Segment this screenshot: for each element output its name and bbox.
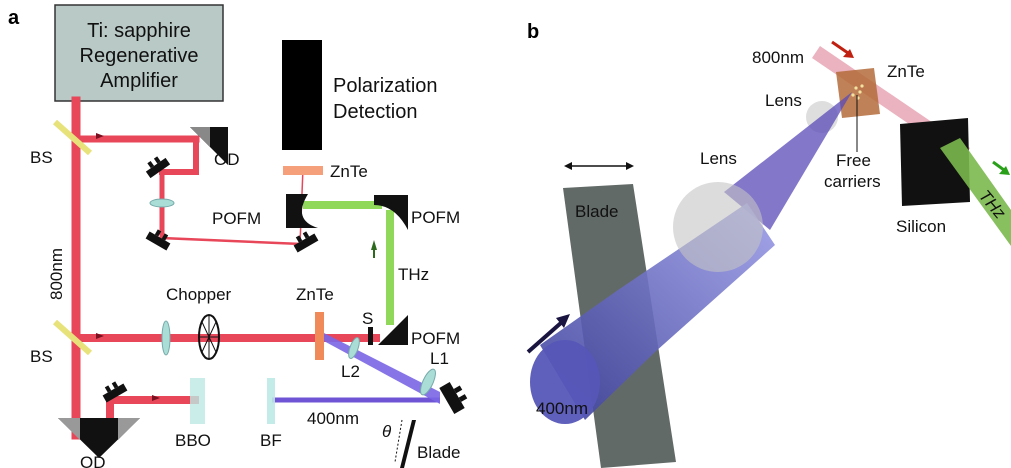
bf-label: BF bbox=[260, 431, 282, 450]
pofm-bottom-label: POFM bbox=[411, 329, 460, 348]
beam-800nm-b-label: 800nm bbox=[752, 48, 804, 67]
chopper-label: Chopper bbox=[166, 285, 232, 304]
od-bottom-label: OD bbox=[80, 453, 106, 468]
l2-label: L2 bbox=[341, 362, 360, 381]
free-carriers-label-1: Free bbox=[836, 151, 871, 170]
pofm-bottom bbox=[378, 315, 408, 345]
znte-mid-crystal bbox=[315, 312, 324, 360]
silicon-b bbox=[900, 118, 970, 206]
thz-label: THz bbox=[398, 265, 429, 284]
focus-cone bbox=[724, 92, 852, 230]
mirror-mount-2 bbox=[145, 229, 171, 251]
blade-b-label: Blade bbox=[575, 202, 618, 221]
mirror-mount-5 bbox=[439, 382, 468, 414]
silicon-b-label: Silicon bbox=[896, 217, 946, 236]
s-label: S bbox=[362, 309, 373, 328]
pofm-left bbox=[286, 194, 318, 228]
znte-b bbox=[836, 68, 880, 118]
panel-a-letter: a bbox=[8, 7, 20, 29]
beam-400nm-b-label: 400nm bbox=[536, 399, 588, 418]
bs-top-label: BS bbox=[30, 148, 53, 167]
bbo-label: BBO bbox=[175, 431, 211, 450]
panel-a: a Ti: sapphire Regenerative Amplifier bbox=[8, 4, 468, 468]
thz-beam bbox=[303, 201, 394, 325]
laser-label-3: Amplifier bbox=[100, 70, 178, 92]
znte-b-label: ZnTe bbox=[887, 62, 925, 81]
polarization-detector bbox=[282, 40, 322, 150]
blade-a bbox=[400, 420, 416, 468]
pofm-right-label: POFM bbox=[411, 208, 460, 227]
mirror-mount-4 bbox=[102, 381, 128, 403]
silicon-s bbox=[368, 327, 373, 345]
l1-label: L1 bbox=[430, 349, 449, 368]
red-arrow-b bbox=[831, 40, 849, 55]
bbo-crystal bbox=[190, 378, 205, 424]
laser-label-2: Regenerative bbox=[80, 45, 199, 67]
pofm-left-label: POFM bbox=[212, 209, 261, 228]
lens-small-label: Lens bbox=[765, 91, 802, 110]
beam-splitter-bottom bbox=[53, 319, 92, 356]
detector-label-2: Detection bbox=[333, 101, 418, 123]
od-top-label: OD bbox=[214, 150, 240, 169]
mirror-mount-3 bbox=[293, 231, 319, 253]
panel-b: b 800nm ZnTe Free carriers Silicon THz L… bbox=[526, 21, 1011, 468]
laser-label-1: Ti: sapphire bbox=[87, 20, 191, 42]
lens-l2 bbox=[348, 337, 360, 359]
bf-filter bbox=[267, 378, 275, 424]
laser-box bbox=[54, 4, 224, 102]
mirror-mount-1 bbox=[145, 156, 171, 179]
beam-400nm-label: 400nm bbox=[307, 409, 359, 428]
lens-l1 bbox=[420, 368, 436, 396]
thz-arrow bbox=[371, 240, 377, 250]
znte-top-label: ZnTe bbox=[330, 162, 368, 181]
lens-mid bbox=[161, 320, 171, 356]
theta-label: θ bbox=[382, 422, 392, 441]
znte-mid-label: ZnTe bbox=[296, 285, 334, 304]
lens-top bbox=[149, 198, 175, 208]
bs-bottom-label: BS bbox=[30, 347, 53, 366]
beam-arrows bbox=[96, 133, 160, 401]
navy-arrow-b bbox=[526, 320, 564, 354]
thz-beam-b bbox=[940, 138, 1011, 246]
pofm-right bbox=[374, 195, 408, 230]
lens-big-label: Lens bbox=[700, 149, 737, 168]
beam-800nm-label: 800nm bbox=[47, 248, 66, 300]
beam-splitter-top bbox=[53, 119, 92, 156]
znte-top-crystal bbox=[283, 166, 323, 175]
lens-big-b bbox=[673, 182, 763, 272]
blade-a-label: Blade bbox=[417, 443, 460, 462]
green-arrow-b bbox=[992, 160, 1005, 172]
detector-label-1: Polarization bbox=[333, 75, 438, 97]
cylinder-end bbox=[530, 340, 600, 424]
panel-b-letter: b bbox=[527, 21, 539, 43]
free-carriers-label-2: carriers bbox=[824, 172, 881, 191]
